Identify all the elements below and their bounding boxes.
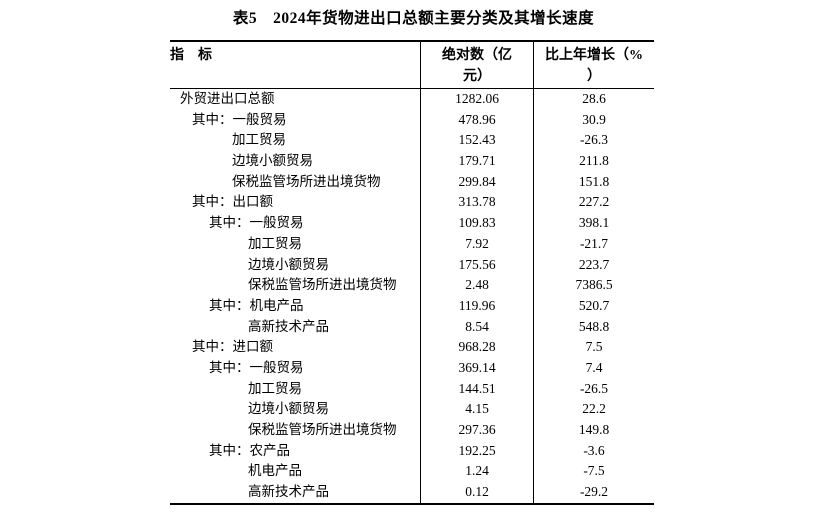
table-row: 其中：一般贸易 369.14 7.4 bbox=[170, 357, 654, 379]
absolute-value-cell: 313.78 bbox=[420, 192, 533, 214]
indicator-cell: 边境小额贸易 bbox=[232, 153, 313, 169]
statistics-table: 指 标 绝对数（亿 元） 比上年增长（% ） 外贸进出口总额 1282.06 28.… bbox=[170, 40, 654, 505]
growth-value-cell: 30.9 bbox=[533, 109, 654, 131]
col-header-absolute-value: 绝对数（亿 元） bbox=[420, 42, 533, 88]
indicator-cell: 外贸进出口总额 bbox=[180, 91, 275, 106]
absolute-value-cell: 144.51 bbox=[420, 378, 533, 400]
table-row: 保税监管场所进出境货物 297.36 149.8 bbox=[170, 420, 654, 441]
indicator-cell: 高新技术产品 bbox=[248, 484, 329, 500]
table-row: 加工贸易 144.51 -26.5 bbox=[170, 378, 654, 400]
growth-value-cell: 520.7 bbox=[533, 295, 654, 317]
growth-value-cell: -21.7 bbox=[533, 233, 654, 255]
indicator-cell: 其中：一般贸易 bbox=[192, 111, 287, 127]
absolute-value-cell: 1282.06 bbox=[420, 89, 533, 110]
indicator-cell: 保税监管场所进出境货物 bbox=[248, 422, 397, 437]
indicator-cell: 高新技术产品 bbox=[248, 318, 329, 334]
indicator-cell: 保税监管场所进出境货物 bbox=[232, 173, 381, 189]
absolute-value-cell: 109.83 bbox=[420, 213, 533, 234]
growth-value-cell: -26.3 bbox=[533, 130, 654, 152]
absolute-value-cell: 0.12 bbox=[420, 482, 533, 503]
indicator-cell: 边境小额贸易 bbox=[248, 256, 329, 272]
table-header-row: 指 标 绝对数（亿 元） 比上年增长（% ） bbox=[170, 42, 654, 89]
table-row: 外贸进出口总额 1282.06 28.6 bbox=[170, 89, 654, 110]
absolute-value-cell: 4.15 bbox=[420, 399, 533, 420]
absolute-value-cell: 192.25 bbox=[420, 440, 533, 462]
table-row: 保税监管场所进出境货物 2.48 7386.5 bbox=[170, 275, 654, 296]
growth-value-cell: 7.4 bbox=[533, 357, 654, 379]
table-row: 其中：机电产品 119.96 520.7 bbox=[170, 295, 654, 317]
growth-value-cell: 223.7 bbox=[533, 254, 654, 276]
table-row: 保税监管场所进出境货物 299.84 151.8 bbox=[170, 171, 654, 193]
absolute-value-cell: 179.71 bbox=[420, 151, 533, 172]
indicator-cell: 机电产品 bbox=[248, 463, 302, 479]
indicator-cell: 其中：进口额 bbox=[192, 339, 273, 355]
table-row: 其中：进口额 968.28 7.5 bbox=[170, 337, 654, 358]
table-title: 表5 2024年货物进出口总额主要分类及其增长速度 bbox=[232, 10, 595, 27]
growth-value-cell: 227.2 bbox=[533, 192, 654, 214]
table-row: 其中：出口额 313.78 227.2 bbox=[170, 192, 654, 214]
growth-value-cell: -7.5 bbox=[533, 461, 654, 483]
table-row: 高新技术产品 0.12 -29.2 bbox=[170, 482, 654, 503]
absolute-value-cell: 299.84 bbox=[420, 171, 533, 193]
absolute-value-cell: 7.92 bbox=[420, 233, 533, 255]
absolute-value-cell: 478.96 bbox=[420, 109, 533, 131]
table-row: 高新技术产品 8.54 548.8 bbox=[170, 316, 654, 338]
absolute-value-cell: 175.56 bbox=[420, 254, 533, 276]
table-row: 其中：一般贸易 109.83 398.1 bbox=[170, 213, 654, 234]
table-row: 加工贸易 7.92 -21.7 bbox=[170, 233, 654, 255]
indicator-cell: 加工贸易 bbox=[232, 132, 286, 148]
absolute-value-cell: 369.14 bbox=[420, 357, 533, 379]
absolute-value-cell: 152.43 bbox=[420, 130, 533, 152]
indicator-cell: 其中：出口额 bbox=[192, 194, 273, 210]
indicator-cell: 其中：一般贸易 bbox=[209, 215, 304, 231]
growth-value-cell: 211.8 bbox=[533, 151, 654, 172]
table-row: 其中：一般贸易 478.96 30.9 bbox=[170, 109, 654, 131]
growth-value-cell: 7.5 bbox=[533, 337, 654, 358]
col-header-indicator: 指 标 bbox=[170, 48, 212, 63]
absolute-value-cell: 119.96 bbox=[420, 295, 533, 317]
growth-value-cell: 149.8 bbox=[533, 420, 654, 441]
table-row: 边境小额贸易 4.15 22.2 bbox=[170, 399, 654, 420]
table-row: 边境小额贸易 179.71 211.8 bbox=[170, 151, 654, 172]
growth-value-cell: -29.2 bbox=[533, 482, 654, 503]
absolute-value-cell: 968.28 bbox=[420, 337, 533, 358]
table-row: 边境小额贸易 175.56 223.7 bbox=[170, 254, 654, 276]
indicator-cell: 其中：一般贸易 bbox=[209, 359, 304, 375]
growth-value-cell: 7386.5 bbox=[533, 275, 654, 296]
table-row: 其中：农产品 192.25 -3.6 bbox=[170, 440, 654, 462]
indicator-cell: 加工贸易 bbox=[248, 380, 302, 396]
indicator-cell: 边境小额贸易 bbox=[248, 401, 329, 417]
indicator-cell: 加工贸易 bbox=[248, 235, 302, 251]
growth-value-cell: 548.8 bbox=[533, 316, 654, 338]
growth-value-cell: 398.1 bbox=[533, 213, 654, 234]
absolute-value-cell: 2.48 bbox=[420, 275, 533, 296]
col-header-growth-rate: 比上年增长（% ） bbox=[533, 42, 654, 88]
absolute-value-cell: 297.36 bbox=[420, 420, 533, 441]
table-body: 外贸进出口总额 1282.06 28.6 其中：一般贸易 478.96 30.9 加工贸易 1… bbox=[170, 89, 654, 503]
table-row: 加工贸易 152.43 -26.3 bbox=[170, 130, 654, 152]
growth-value-cell: -26.5 bbox=[533, 378, 654, 400]
indicator-cell: 保税监管场所进出境货物 bbox=[248, 277, 397, 293]
table-row: 机电产品 1.24 -7.5 bbox=[170, 461, 654, 483]
growth-value-cell: -3.6 bbox=[533, 440, 654, 462]
growth-value-cell: 28.6 bbox=[533, 89, 654, 110]
absolute-value-cell: 8.54 bbox=[420, 316, 533, 338]
growth-value-cell: 151.8 bbox=[533, 171, 654, 193]
indicator-cell: 其中：农产品 bbox=[209, 442, 290, 458]
indicator-cell: 其中：机电产品 bbox=[209, 297, 304, 313]
absolute-value-cell: 1.24 bbox=[420, 461, 533, 483]
growth-value-cell: 22.2 bbox=[533, 399, 654, 420]
